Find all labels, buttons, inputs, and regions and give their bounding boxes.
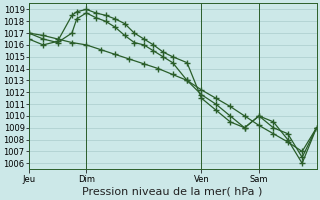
X-axis label: Pression niveau de la mer( hPa ): Pression niveau de la mer( hPa ) xyxy=(83,187,263,197)
